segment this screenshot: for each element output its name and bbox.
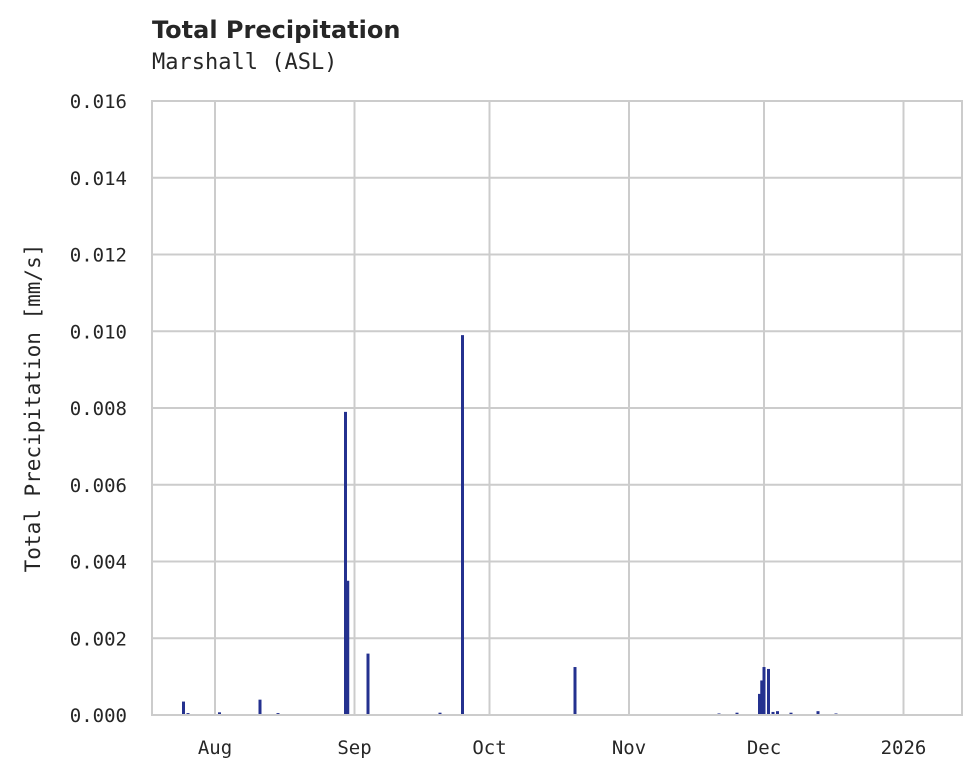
y-axis-label: Total Precipitation [mm/s] [21, 244, 45, 573]
y-axis-ticks: 0.000 0.002 0.004 0.006 0.008 0.010 0.012 0.014… [70, 91, 127, 727]
chart-title: Total Precipitation [152, 16, 401, 44]
data-series [182, 335, 838, 715]
x-tick-label: 2026 [881, 737, 927, 759]
chart-subtitle: Marshall (ASL) [152, 50, 338, 75]
y-tick-label: 0.000 [70, 705, 127, 727]
y-tick-label: 0.010 [70, 321, 127, 343]
plot-frame [151, 100, 963, 716]
y-tick-label: 0.012 [70, 245, 127, 267]
y-tick-label: 0.014 [70, 168, 127, 190]
x-tick-label: Sep [337, 737, 371, 759]
y-tick-label: 0.004 [70, 552, 127, 574]
x-tick-label: Nov [612, 737, 646, 759]
x-axis-ticks: Aug Sep Oct Nov Dec 2026 [198, 737, 927, 759]
y-tick-label: 0.016 [70, 91, 127, 113]
y-tick-label: 0.008 [70, 398, 127, 420]
y-tick-label: 0.006 [70, 475, 127, 497]
y-tick-label: 0.002 [70, 628, 127, 650]
x-tick-label: Aug [198, 737, 232, 759]
x-tick-label: Dec [747, 737, 781, 759]
x-tick-label: Oct [472, 737, 506, 759]
